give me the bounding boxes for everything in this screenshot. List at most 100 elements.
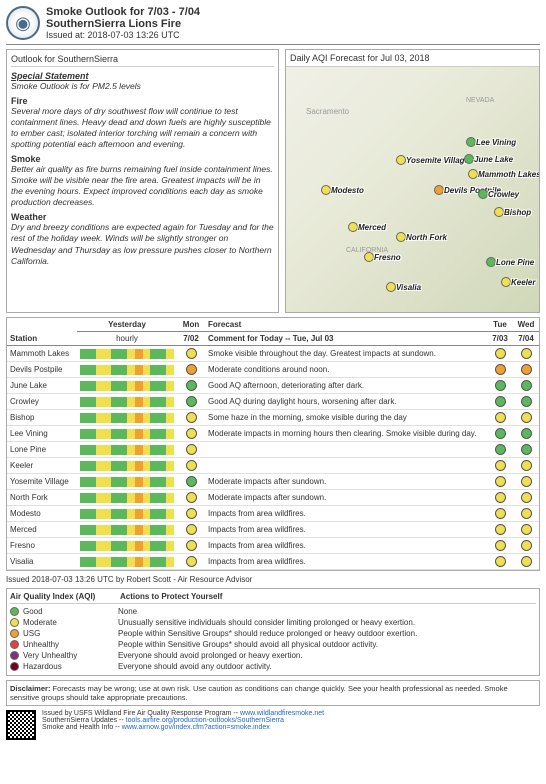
forecast-comment xyxy=(205,458,487,474)
legend-name: Moderate xyxy=(23,618,118,627)
map-point-label: Lone Pine xyxy=(496,258,534,267)
footer-link-3[interactable]: www.airnow.gov/index.cfm?action=smoke.in… xyxy=(122,724,270,731)
station-name: Fresno xyxy=(7,538,77,554)
hourly-chart xyxy=(77,378,177,394)
tue-aqi xyxy=(487,458,513,474)
tue-aqi xyxy=(487,410,513,426)
header: ◉ Smoke Outlook for 7/03 - 7/04 Southern… xyxy=(6,6,540,45)
forecast-comment: Moderate impacts after sundown. xyxy=(205,490,487,506)
table-row: Devils PostpileModerate conditions aroun… xyxy=(7,362,539,378)
map-point: Lee Vining xyxy=(466,137,516,147)
footer-link-1[interactable]: www.wildlandfiresmoke.net xyxy=(240,710,324,717)
map-point: Lone Pine xyxy=(486,257,534,267)
legend-row: GoodNone xyxy=(10,606,536,617)
aqi-dot xyxy=(321,185,331,195)
wed-aqi xyxy=(513,474,539,490)
aqi-dot xyxy=(386,282,396,292)
footer-l1a: Issued by USFS Wildland Fire Air Quality… xyxy=(42,710,240,717)
disclaimer-label: Disclaimer: xyxy=(10,684,50,693)
mon-aqi xyxy=(177,474,205,490)
hourly-chart xyxy=(77,522,177,538)
weather-head: Weather xyxy=(11,212,274,222)
forecast-comment: Good AQ afternoon, deteriorating after d… xyxy=(205,378,487,394)
forecast-comment: Impacts from area wildfires. xyxy=(205,554,487,570)
map-point: North Fork xyxy=(396,232,447,242)
wed-aqi xyxy=(513,346,539,362)
map-point: Visalia xyxy=(386,282,421,292)
map-point: June Lake xyxy=(464,154,513,164)
tue-aqi xyxy=(487,378,513,394)
map-point-label: June Lake xyxy=(474,155,513,164)
table-row: Mammoth LakesSmoke visible throughout th… xyxy=(7,346,539,362)
legend-h2: Actions to Protect Yourself xyxy=(120,592,222,601)
station-name: Mammoth Lakes xyxy=(7,346,77,362)
map-point-label: North Fork xyxy=(406,233,447,242)
disclaimer: Disclaimer: Forecasts may be wrong; use … xyxy=(6,680,540,706)
wed-aqi xyxy=(513,554,539,570)
wed-aqi xyxy=(513,522,539,538)
table-row: North ForkModerate impacts after sundown… xyxy=(7,490,539,506)
station-name: Visalia xyxy=(7,554,77,570)
table-row: Visalia Impacts from area wildfires. xyxy=(7,554,539,570)
legend-dot xyxy=(10,651,19,660)
outlook-panel: Outlook for SouthernSierra Special State… xyxy=(6,49,279,313)
tue-aqi xyxy=(487,506,513,522)
special-statement-text: Smoke Outlook is for PM2.5 levels xyxy=(11,81,274,92)
map-point: Fresno xyxy=(364,252,401,262)
wed-aqi xyxy=(513,426,539,442)
aqi-dot xyxy=(348,222,358,232)
legend-row: ModerateUnusually sensitive individuals … xyxy=(10,617,536,628)
map-point: Keeler xyxy=(501,277,535,287)
th-station: Station xyxy=(7,318,77,346)
table-row: Fresno Impacts from area wildfires. xyxy=(7,538,539,554)
hourly-chart xyxy=(77,490,177,506)
map-point-label: Merced xyxy=(358,223,386,232)
special-statement-head: Special Statement xyxy=(11,71,274,81)
wed-aqi xyxy=(513,506,539,522)
wed-aqi xyxy=(513,410,539,426)
th-yesterday: Yesterday xyxy=(77,318,177,332)
aqi-dot xyxy=(466,137,476,147)
mon-aqi xyxy=(177,442,205,458)
station-name: Lee Vining xyxy=(7,426,77,442)
map-point-label: Keeler xyxy=(511,278,535,287)
legend-dot xyxy=(10,607,19,616)
map-point-label: Mammoth Lakes xyxy=(478,170,539,179)
aqi-dot xyxy=(396,232,406,242)
issued-by: Issued 2018-07-03 13:26 UTC by Robert Sc… xyxy=(6,575,540,584)
forecast-table: Station Yesterday Mon Forecast Tue Wed h… xyxy=(7,318,539,570)
map-point-label: Lee Vining xyxy=(476,138,516,147)
legend-dot xyxy=(10,629,19,638)
footer-l3a: Smoke and Health Info -- xyxy=(42,724,122,731)
hourly-chart xyxy=(77,474,177,490)
station-name: Keeler xyxy=(7,458,77,474)
station-name: Crowley xyxy=(7,394,77,410)
wed-aqi xyxy=(513,362,539,378)
hourly-chart xyxy=(77,394,177,410)
header-issued: Issued at: 2018-07-03 13:26 UTC xyxy=(46,30,540,40)
outlook-title: Outlook for SouthernSierra xyxy=(11,54,274,67)
forecast-comment: Impacts from area wildfires. xyxy=(205,538,487,554)
table-row: Lee Vining Moderate impacts in morning ho… xyxy=(7,426,539,442)
header-subtitle: SouthernSierra Lions Fire xyxy=(46,18,540,30)
footer-link-2[interactable]: tools.airfire.org/production-outlooks/So… xyxy=(126,717,284,724)
footer-l2a: SouthernSierra Updates -- xyxy=(42,717,126,724)
legend-action: Unusually sensitive individuals should c… xyxy=(118,618,415,627)
aqi-dot xyxy=(396,155,406,165)
mon-aqi xyxy=(177,378,205,394)
aqi-dot xyxy=(468,169,478,179)
station-name: Devils Postpile xyxy=(7,362,77,378)
map-point: Mammoth Lakes xyxy=(468,169,539,179)
weather-text: Dry and breezy conditions are expected a… xyxy=(11,222,274,266)
aqi-dot xyxy=(478,189,488,199)
legend-dot xyxy=(10,640,19,649)
forecast-comment: Moderate impacts in morning hours then c… xyxy=(205,426,487,442)
map-point: Merced xyxy=(348,222,386,232)
wed-aqi xyxy=(513,538,539,554)
hourly-chart xyxy=(77,458,177,474)
aqi-dot xyxy=(364,252,374,262)
mon-aqi xyxy=(177,362,205,378)
mon-aqi xyxy=(177,522,205,538)
aqi-dot xyxy=(464,154,474,164)
station-name: Yosemite Village xyxy=(7,474,77,490)
